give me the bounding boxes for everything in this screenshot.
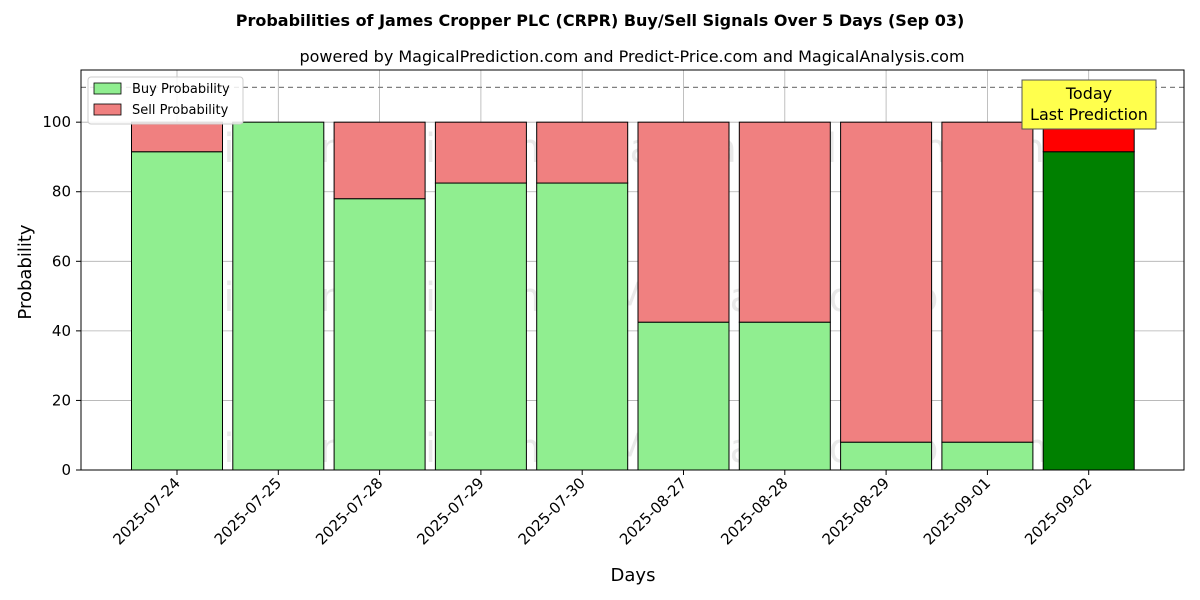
x-tick-label: 2025-07-29 (413, 474, 487, 548)
bar-buy-2025-09-01 (941, 441, 1034, 471)
bar-buy-2025-08-28 (738, 321, 831, 471)
today-annotation: Today Last Prediction (1021, 79, 1157, 130)
y-tick-label: 40 (52, 322, 71, 340)
bar-sell-2025-07-29 (434, 121, 527, 184)
bar-sell-2025-09-01 (941, 121, 1034, 443)
y-tick-label: 80 (52, 183, 71, 201)
annotation-box (1021, 79, 1157, 130)
x-axis-label: Days (611, 565, 656, 586)
bar-buy-2025-07-28 (333, 198, 426, 471)
bar-sell-2025-08-27 (637, 121, 730, 323)
x-tick-label: 2025-07-30 (515, 474, 589, 548)
y-tick-label: 60 (52, 252, 71, 270)
x-tick-label: 2025-08-28 (717, 474, 791, 548)
legend: Buy Probability Sell Probability (87, 76, 244, 125)
x-tick-label: 2025-09-02 (1021, 474, 1095, 548)
y-tick-label: 20 (52, 391, 71, 409)
x-tick-label: 2025-09-01 (920, 474, 994, 548)
x-tick-label: 2025-07-25 (211, 474, 285, 548)
bar-buy-2025-07-30 (536, 182, 629, 471)
bar-buy-2025-09-02 (1042, 151, 1135, 471)
y-tick-label: 100 (42, 113, 71, 131)
bar-sell-2025-07-24 (131, 121, 223, 153)
x-tick-label: 2025-07-28 (312, 474, 386, 548)
bar-sell-2025-08-29 (840, 121, 933, 443)
bars (131, 121, 1135, 471)
plot-frame (80, 69, 1185, 471)
bar-sell-2025-08-28 (738, 121, 831, 323)
legend-swatch-sell (93, 103, 122, 116)
y-tick-label: 0 (61, 461, 71, 479)
chart-title: Probabilities of James Cropper PLC (CRPR… (236, 11, 965, 30)
bar-sell-2025-07-28 (333, 121, 426, 200)
legend-label-sell: Sell Probability (132, 103, 229, 118)
annotation-line-1: Today (1065, 84, 1112, 103)
bar-buy-2025-07-29 (434, 182, 527, 471)
bar-buy-2025-08-27 (637, 321, 730, 471)
bar-buy-2025-07-25 (232, 121, 325, 471)
legend-box (87, 76, 244, 125)
x-tick-label: 2025-08-27 (616, 474, 690, 548)
bar-sell-2025-07-30 (536, 121, 629, 184)
annotation-line-2: Last Prediction (1030, 105, 1148, 124)
legend-label-buy: Buy Probability (132, 82, 230, 97)
bar-buy-2025-08-29 (840, 441, 933, 471)
x-tick-label: 2025-08-29 (819, 474, 893, 548)
legend-swatch-buy (93, 82, 122, 95)
y-axis-label: Probability (15, 224, 36, 319)
x-tick-label: 2025-07-24 (109, 474, 183, 548)
chart-subtitle: powered by MagicalPrediction.com and Pre… (299, 47, 964, 66)
bar-buy-2025-07-24 (131, 151, 223, 471)
